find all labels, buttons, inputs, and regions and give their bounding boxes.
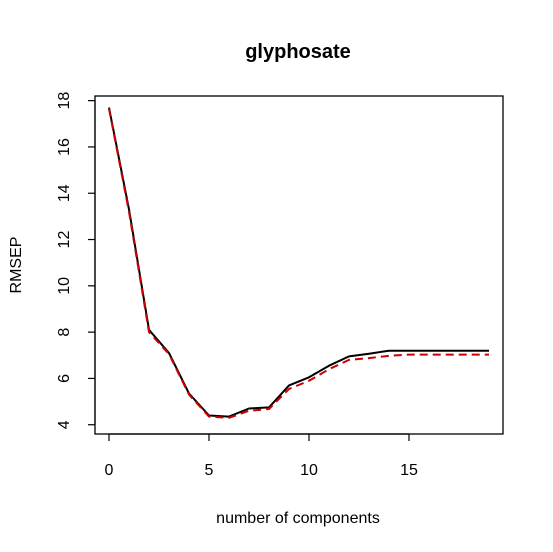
y-tick-label: 10 — [56, 277, 73, 295]
x-tick-label: 10 — [300, 462, 318, 479]
y-tick-label: 4 — [56, 420, 73, 429]
x-axis: 0 5 10 15 — [105, 433, 418, 479]
y-tick-label: 14 — [56, 184, 73, 202]
y-axis-label: RMSEP — [8, 237, 25, 294]
x-tick-label: 5 — [205, 462, 214, 479]
x-tick-label: 15 — [400, 462, 418, 479]
plot-frame — [94, 95, 504, 435]
series-layer — [108, 107, 489, 419]
y-tick-label: 12 — [56, 231, 73, 249]
x-tick-label: 0 — [105, 462, 114, 479]
x-axis-label: number of components — [216, 510, 380, 527]
chart-title: glyphosate — [245, 41, 351, 63]
y-tick-label: 8 — [56, 328, 73, 337]
y-tick-label: 18 — [56, 92, 73, 110]
series-line-solid — [108, 107, 489, 418]
y-axis: 4 6 8 10 12 14 16 18 — [56, 92, 96, 429]
series-line-dashed — [108, 108, 489, 419]
y-tick-label: 6 — [56, 374, 73, 383]
y-tick-label: 16 — [56, 138, 73, 156]
